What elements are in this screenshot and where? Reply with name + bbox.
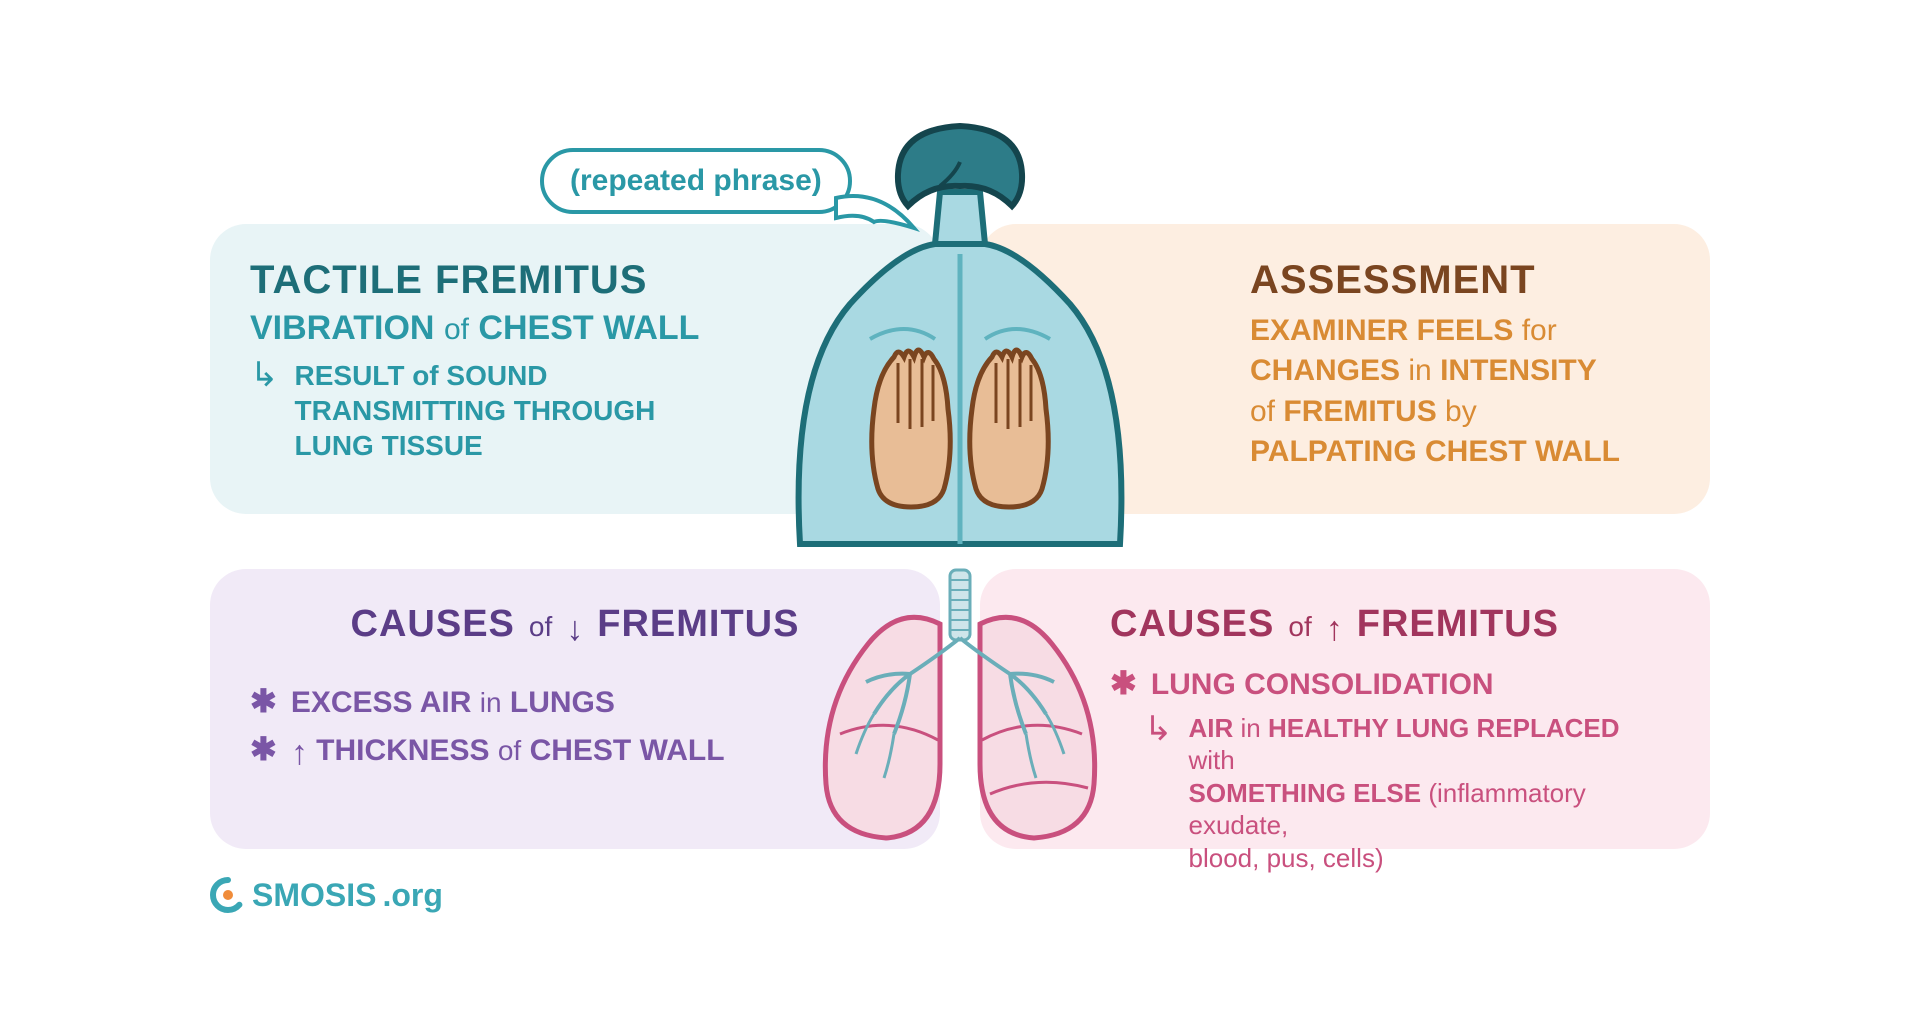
speech-tail-icon bbox=[830, 184, 920, 244]
dec-b1-post: LUNGS bbox=[510, 686, 615, 719]
dec-b2-post: CHEST WALL bbox=[530, 734, 725, 767]
hook-arrow-icon: ↳ bbox=[250, 358, 279, 392]
dec-b2: ↑ THICKNESS of CHEST WALL bbox=[291, 730, 725, 769]
assess-l2b: in bbox=[1408, 354, 1431, 387]
tactile-d1: RESULT of SOUND bbox=[295, 360, 548, 391]
dec-b1-mid: in bbox=[480, 687, 502, 718]
assess-l2a: CHANGES bbox=[1250, 354, 1400, 387]
tactile-sub-rest: CHEST WALL bbox=[478, 309, 699, 347]
speech-bubble: (repeated phrase) bbox=[540, 148, 852, 214]
inc-d1b: in bbox=[1241, 713, 1261, 743]
assess-l3a: of bbox=[1250, 395, 1275, 428]
down-arrow-icon: ↓ bbox=[566, 610, 583, 649]
assess-l2c: INTENSITY bbox=[1440, 354, 1597, 387]
dec-title-of: of bbox=[529, 611, 552, 643]
lungs-illustration bbox=[790, 564, 1130, 864]
inc-title-row: CAUSES of ↑ FREMITUS bbox=[1110, 603, 1670, 646]
inc-detail: ↳ AIR in HEALTHY LUNG REPLACED with SOME… bbox=[1144, 712, 1670, 875]
assess-title: ASSESSMENT bbox=[1250, 258, 1670, 303]
logo-text: SMOSIS bbox=[252, 877, 376, 914]
logo-suffix: .org bbox=[382, 877, 442, 914]
dec-title-pre: CAUSES bbox=[351, 603, 515, 646]
inc-detail-text: AIR in HEALTHY LUNG REPLACED with SOMETH… bbox=[1189, 712, 1671, 875]
tactile-sub-strong: VIBRATION bbox=[250, 309, 434, 347]
inc-title-pre: CAUSES bbox=[1110, 603, 1274, 646]
up-arrow-icon: ↑ bbox=[1326, 610, 1343, 649]
assess-l3c: by bbox=[1445, 395, 1477, 428]
asterisk-icon: ✱ bbox=[250, 682, 277, 720]
tactile-d2: TRANSMITTING THROUGH bbox=[295, 395, 656, 426]
infographic-canvas: TACTILE FREMITUS VIBRATION of CHEST WALL… bbox=[210, 114, 1710, 914]
inc-d1d: with bbox=[1189, 745, 1235, 775]
assess-body: EXAMINER FEELS for CHANGES in INTENSITY … bbox=[1250, 311, 1670, 473]
dec-b2-pre: THICKNESS bbox=[316, 734, 489, 767]
assess-l3b: FREMITUS bbox=[1283, 395, 1436, 428]
inc-d1c: HEALTHY LUNG REPLACED bbox=[1268, 713, 1620, 743]
speech-text: (repeated phrase) bbox=[570, 164, 822, 197]
dec-b1-pre: EXCESS AIR bbox=[291, 686, 472, 719]
logo-o-icon bbox=[210, 877, 246, 913]
assess-l1a: EXAMINER FEELS bbox=[1250, 314, 1513, 347]
asterisk-icon: ✱ bbox=[250, 730, 277, 768]
dec-b1: EXCESS AIR in LUNGS bbox=[291, 686, 615, 720]
assess-l1b: for bbox=[1522, 314, 1557, 347]
osmosis-logo: SMOSIS.org bbox=[210, 877, 443, 914]
inc-d3: blood, pus, cells) bbox=[1189, 843, 1384, 873]
tactile-sub-of: of bbox=[444, 313, 469, 346]
tactile-detail-text: RESULT of SOUND TRANSMITTING THROUGH LUN… bbox=[295, 358, 656, 463]
inc-title-of: of bbox=[1288, 611, 1311, 643]
inc-title-post: FREMITUS bbox=[1357, 603, 1559, 646]
inc-bullet-text: LUNG CONSOLIDATION bbox=[1151, 668, 1494, 702]
hook-arrow-icon: ↳ bbox=[1144, 712, 1173, 746]
inc-bullet: ✱ LUNG CONSOLIDATION bbox=[1110, 664, 1670, 702]
dec-title-post: FREMITUS bbox=[597, 603, 799, 646]
dec-b2-mid: of bbox=[498, 735, 521, 766]
tactile-d3: LUNG TISSUE bbox=[295, 430, 483, 461]
inc-d1a: AIR bbox=[1189, 713, 1234, 743]
inc-d2a: SOMETHING ELSE bbox=[1189, 778, 1422, 808]
up-arrow-icon: ↑ bbox=[291, 734, 308, 773]
assess-l4: PALPATING CHEST WALL bbox=[1250, 435, 1620, 468]
